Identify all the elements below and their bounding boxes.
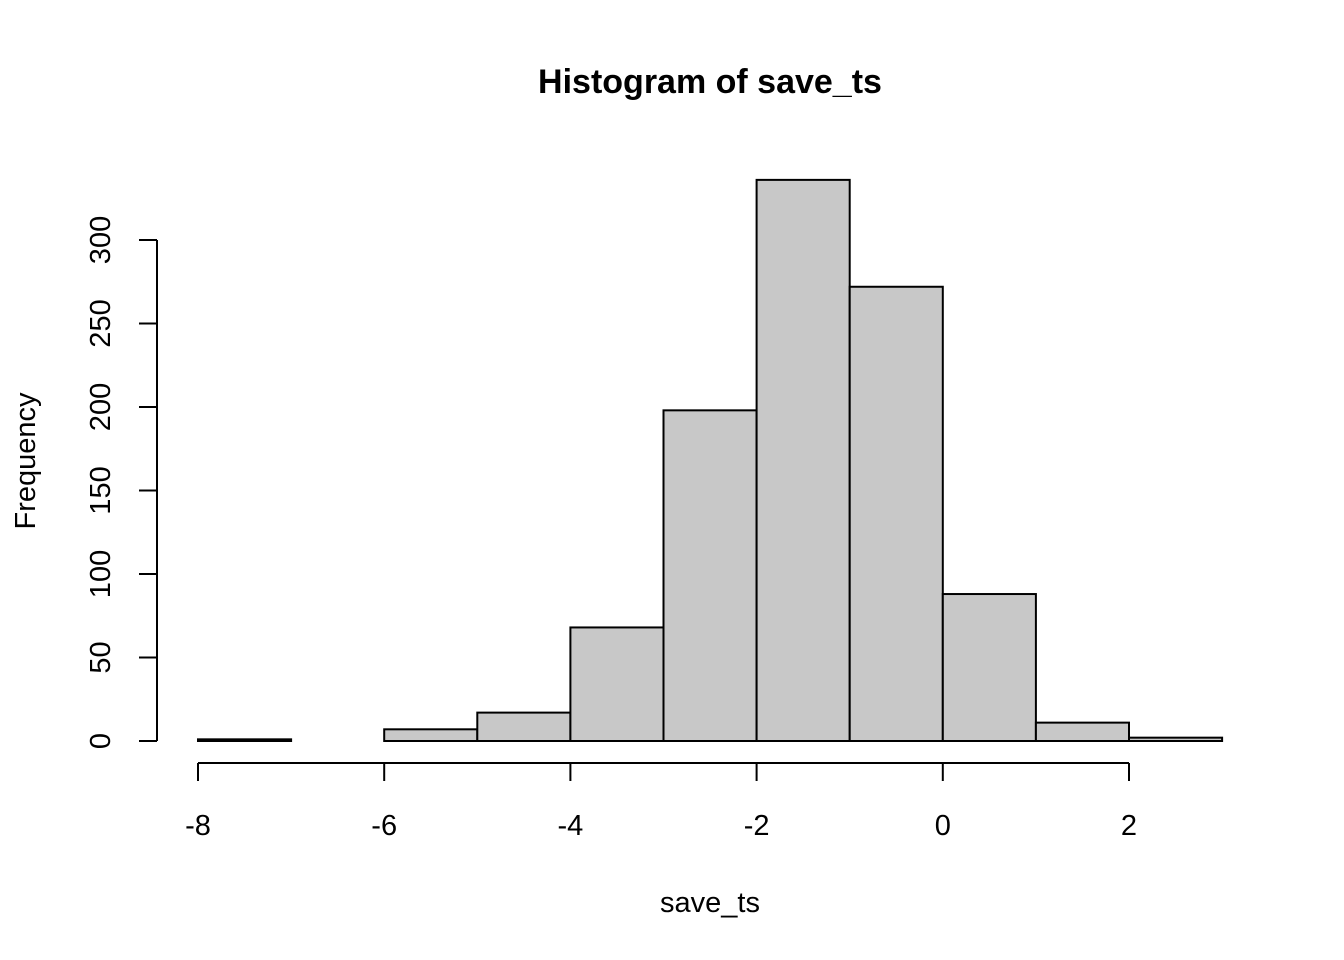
x-tick-label: -4 bbox=[558, 810, 584, 842]
x-tick-label: -2 bbox=[744, 810, 770, 842]
histogram-bar bbox=[569, 626, 665, 742]
x-axis: -8 -6 -4 -2 0 2 bbox=[185, 762, 1137, 842]
x-tick-label: 2 bbox=[1121, 810, 1137, 842]
y-tick-label: 0 bbox=[85, 733, 117, 749]
chart-title: Histogram of save_ts bbox=[538, 63, 882, 101]
histogram-bar bbox=[1128, 736, 1224, 742]
histogram-bar bbox=[383, 728, 479, 742]
bars-group bbox=[197, 178, 1224, 743]
x-axis-label: save_ts bbox=[660, 887, 760, 919]
y-tick-label: 50 bbox=[85, 641, 117, 673]
y-tick-label: 150 bbox=[85, 466, 117, 514]
y-tick-label: 100 bbox=[85, 550, 117, 598]
histogram-bar bbox=[941, 593, 1037, 742]
x-tick-label: 0 bbox=[935, 810, 951, 842]
x-tick-label: -6 bbox=[371, 810, 397, 842]
histogram-bar bbox=[1034, 721, 1131, 743]
x-tick-label: -8 bbox=[185, 810, 211, 842]
y-tick-label: 250 bbox=[85, 299, 117, 347]
histogram-bar bbox=[755, 178, 851, 742]
histogram-bar bbox=[476, 711, 572, 742]
y-axis: 0 50 100 150 200 250 300 bbox=[85, 216, 158, 749]
y-tick-label: 300 bbox=[85, 216, 117, 264]
y-tick-label: 200 bbox=[85, 383, 117, 431]
y-axis-label: Frequency bbox=[10, 392, 42, 530]
histogram-bar bbox=[848, 285, 944, 742]
histogram-bar bbox=[662, 409, 758, 742]
histogram-bar bbox=[197, 738, 293, 743]
